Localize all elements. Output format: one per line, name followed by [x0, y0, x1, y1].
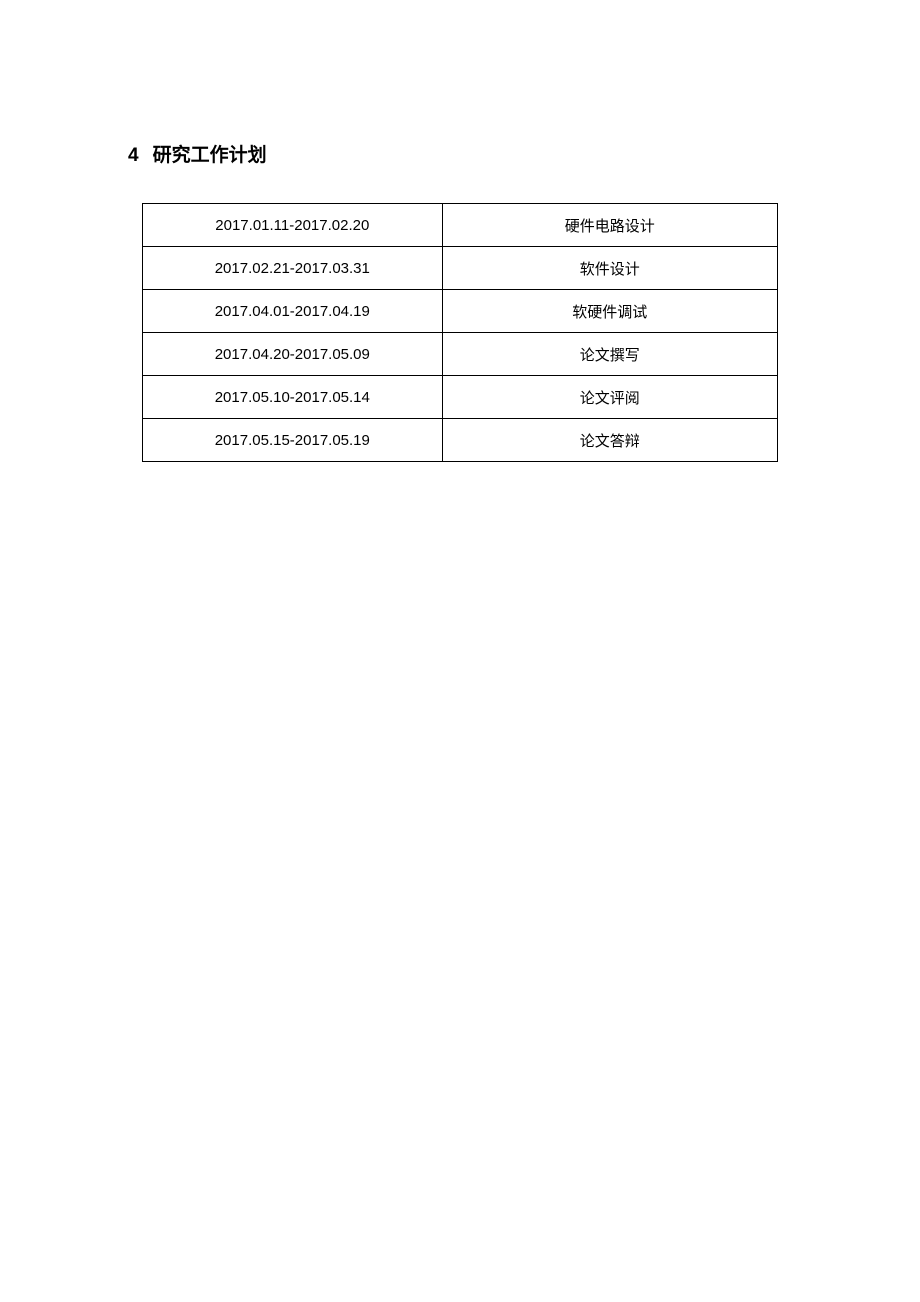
task-cell: 论文撰写 — [442, 333, 777, 376]
table-row: 2017.05.15-2017.05.19 论文答辩 — [143, 419, 778, 462]
task-cell: 硬件电路设计 — [442, 204, 777, 247]
table-row: 2017.04.01-2017.04.19 软硬件调试 — [143, 290, 778, 333]
heading-number: 4 — [128, 145, 139, 166]
task-cell: 软件设计 — [442, 247, 777, 290]
schedule-table: 2017.01.11-2017.02.20 硬件电路设计 2017.02.21-… — [142, 203, 778, 462]
task-cell: 论文答辩 — [442, 419, 777, 462]
table-row: 2017.02.21-2017.03.31 软件设计 — [143, 247, 778, 290]
date-cell: 2017.02.21-2017.03.31 — [143, 247, 443, 290]
table-row: 2017.01.11-2017.02.20 硬件电路设计 — [143, 204, 778, 247]
table-row: 2017.04.20-2017.05.09 论文撰写 — [143, 333, 778, 376]
date-cell: 2017.04.01-2017.04.19 — [143, 290, 443, 333]
date-cell: 2017.05.10-2017.05.14 — [143, 376, 443, 419]
section-heading: 4 研究工作计划 — [120, 140, 800, 167]
table-row: 2017.05.10-2017.05.14 论文评阅 — [143, 376, 778, 419]
date-cell: 2017.05.15-2017.05.19 — [143, 419, 443, 462]
task-cell: 论文评阅 — [442, 376, 777, 419]
heading-text: 研究工作计划 — [153, 145, 267, 166]
date-cell: 2017.01.11-2017.02.20 — [143, 204, 443, 247]
date-cell: 2017.04.20-2017.05.09 — [143, 333, 443, 376]
task-cell: 软硬件调试 — [442, 290, 777, 333]
document-page: 4 研究工作计划 2017.01.11-2017.02.20 硬件电路设计 201… — [0, 0, 920, 462]
